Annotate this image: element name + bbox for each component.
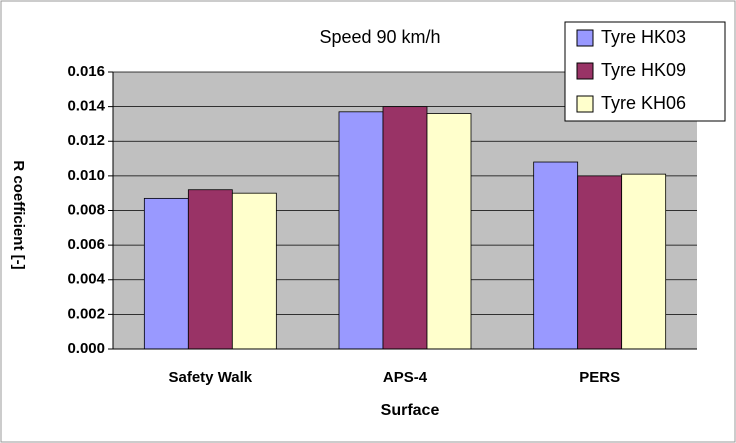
y-tick-label: 0.012	[67, 132, 105, 149]
bar	[577, 175, 623, 350]
x-tick-label: Safety Walk	[169, 369, 253, 386]
y-tick-label: 0.006	[67, 236, 105, 253]
x-tick-label: PERS	[579, 369, 620, 386]
legend-label: Tyre HK09	[601, 60, 686, 80]
y-tick-label: 0.004	[67, 271, 105, 288]
bar	[621, 173, 667, 350]
y-tick-label: 0.008	[67, 201, 105, 218]
legend-swatch	[576, 29, 594, 47]
y-tick-label: 0.010	[67, 167, 105, 184]
x-axis-label: Surface	[381, 402, 440, 419]
bar	[187, 189, 233, 350]
y-tick-label: 0.000	[67, 340, 105, 357]
legend-label: Tyre HK03	[601, 27, 686, 47]
y-tick-label: 0.016	[67, 63, 105, 80]
legend-swatch	[576, 95, 594, 113]
bar	[338, 111, 384, 350]
bar	[231, 192, 277, 350]
y-tick-label: 0.014	[67, 98, 105, 115]
legend-swatch	[576, 62, 594, 80]
y-tick-label: 0.002	[67, 305, 105, 322]
chart-title: Speed 90 km/h	[319, 27, 440, 47]
bar	[533, 161, 579, 350]
legend-label: Tyre KH06	[601, 93, 686, 113]
bar	[426, 113, 472, 350]
bar	[143, 197, 189, 350]
bar	[382, 106, 428, 350]
x-tick-label: APS-4	[383, 369, 428, 386]
y-axis-label: R coefficient [-]	[10, 160, 27, 269]
